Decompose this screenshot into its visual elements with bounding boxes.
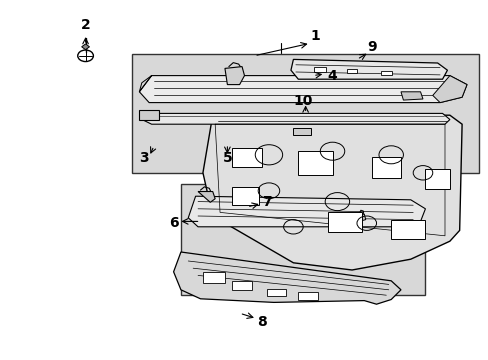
- Polygon shape: [224, 67, 244, 85]
- Text: 7: 7: [261, 195, 271, 208]
- Polygon shape: [139, 76, 466, 103]
- Polygon shape: [203, 115, 461, 270]
- Polygon shape: [356, 214, 365, 221]
- Polygon shape: [432, 76, 466, 103]
- Polygon shape: [293, 128, 310, 135]
- Bar: [232, 187, 259, 205]
- Bar: [327, 212, 361, 232]
- Bar: [425, 169, 449, 189]
- Polygon shape: [290, 59, 447, 79]
- Polygon shape: [181, 184, 425, 295]
- Text: 4: 4: [327, 69, 337, 82]
- Polygon shape: [232, 281, 251, 290]
- Bar: [232, 148, 261, 167]
- Polygon shape: [298, 292, 317, 300]
- Polygon shape: [400, 92, 422, 100]
- Bar: [371, 157, 400, 178]
- Text: 2: 2: [81, 18, 90, 32]
- Bar: [314, 67, 326, 72]
- Text: 3: 3: [139, 152, 149, 165]
- Text: 9: 9: [366, 40, 376, 54]
- Polygon shape: [266, 289, 285, 296]
- Bar: [380, 71, 391, 75]
- Text: 10: 10: [293, 94, 312, 108]
- Text: 1: 1: [310, 29, 320, 43]
- Polygon shape: [81, 44, 89, 50]
- Polygon shape: [139, 110, 159, 120]
- Text: 6: 6: [168, 216, 178, 230]
- Text: 8: 8: [256, 315, 266, 329]
- Bar: [346, 69, 357, 73]
- Text: 5: 5: [222, 152, 232, 165]
- Polygon shape: [188, 196, 425, 227]
- Bar: [298, 151, 332, 175]
- Polygon shape: [132, 54, 478, 173]
- Polygon shape: [198, 192, 215, 202]
- Polygon shape: [173, 252, 400, 304]
- Bar: [390, 220, 425, 239]
- Polygon shape: [203, 272, 224, 283]
- Polygon shape: [144, 113, 449, 124]
